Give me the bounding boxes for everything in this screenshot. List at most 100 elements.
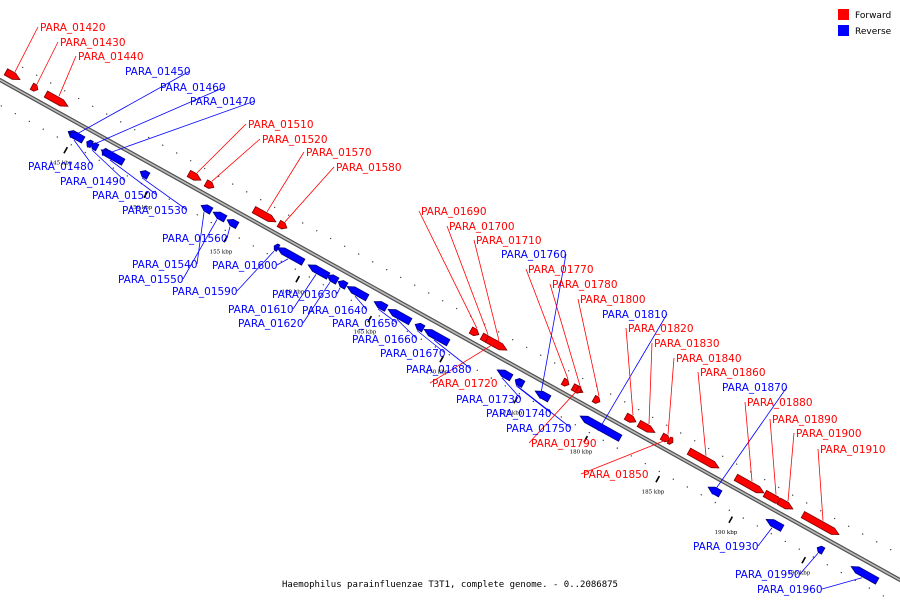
gene-para-01860[interactable] [686,447,720,469]
gene-label-para-01790[interactable]: PARA_01790 [531,438,597,450]
gene-para-01500[interactable] [100,149,126,166]
gene-label-para-01540[interactable]: PARA_01540 [132,259,198,271]
gene-label-para-01800[interactable]: PARA_01800 [580,294,646,306]
guide-dot [602,439,605,442]
gene-label-para-01840[interactable]: PARA_01840 [676,353,742,365]
gene-para-01650[interactable] [373,301,389,312]
gene-label-para-01690[interactable]: PARA_01690 [421,206,487,218]
gene-label-para-01680[interactable]: PARA_01680 [406,364,472,376]
gene-label-para-01730[interactable]: PARA_01730 [456,394,522,406]
gene-label-para-01770[interactable]: PARA_01770 [528,264,594,276]
gene-label-para-01900[interactable]: PARA_01900 [796,428,862,440]
gene-label-para-01640[interactable]: PARA_01640 [302,305,368,317]
gene-para-01770[interactable] [560,377,570,387]
gene-para-01440[interactable] [43,90,69,107]
gene-label-para-01830[interactable]: PARA_01830 [654,338,720,350]
gene-para-01530[interactable] [139,170,151,180]
guide-dot [252,245,255,247]
gene-label-para-01610[interactable]: PARA_01610 [228,304,294,316]
gene-para-01950[interactable] [816,545,826,555]
gene-para-01540[interactable] [200,204,214,215]
gene-para-01760[interactable] [534,390,552,403]
gene-label-para-01860[interactable]: PARA_01860 [700,367,766,379]
gene-label-para-01760[interactable]: PARA_01760 [501,249,567,261]
guide-dot [665,424,668,426]
gene-label-para-01750[interactable]: PARA_01750 [506,423,572,435]
gene-label-para-01950[interactable]: PARA_01950 [735,569,801,581]
gene-para-01670[interactable] [414,322,426,333]
gene-para-01630[interactable] [337,280,349,290]
gene-label-para-01460[interactable]: PARA_01460 [160,82,226,94]
leader-line [86,86,226,148]
gene-para-01640[interactable] [346,286,370,302]
gene-para-01830[interactable] [636,419,656,433]
gene-para-01720[interactable] [484,335,508,351]
gene-label-para-01520[interactable]: PARA_01520 [262,134,328,146]
gene-para-01550[interactable] [212,211,228,223]
gene-label-para-01480[interactable]: PARA_01480 [28,161,94,173]
gene-label-para-01450[interactable]: PARA_01450 [125,66,191,78]
leader-line [817,448,824,521]
gene-label-para-01710[interactable]: PARA_01710 [476,235,542,247]
gene-label-para-01820[interactable]: PARA_01820 [628,323,694,335]
gene-label-para-01850[interactable]: PARA_01850 [583,469,649,481]
gene-label-para-01740[interactable]: PARA_01740 [486,408,552,420]
gene-para-01910[interactable] [800,510,840,536]
gene-label-para-01470[interactable]: PARA_01470 [190,96,256,108]
gene-para-01900[interactable] [776,497,794,510]
gene-label-para-01440[interactable]: PARA_01440 [78,51,144,63]
gene-para-01620[interactable] [326,274,340,285]
gene-label-para-01430[interactable]: PARA_01430 [60,37,126,49]
gene-para-01610[interactable] [307,264,331,280]
gene-para-01430[interactable] [29,82,39,92]
gene-label-para-01560[interactable]: PARA_01560 [162,233,228,245]
leader-line [377,308,398,324]
gene-label-para-01880[interactable]: PARA_01880 [747,397,813,409]
gene-para-01870[interactable] [707,486,723,498]
gene-para-01680[interactable] [423,328,451,347]
gene-label-para-01500[interactable]: PARA_01500 [92,190,158,202]
gene-para-01690[interactable] [468,326,480,337]
gene-label-para-01930[interactable]: PARA_01930 [693,541,759,553]
gene-para-01520[interactable] [203,179,215,189]
gene-para-01600[interactable] [276,247,306,266]
gene-para-01880[interactable] [733,473,765,494]
gene-para-01810[interactable] [579,415,623,442]
gene-para-01750[interactable] [516,379,526,388]
gene-label-para-01660[interactable]: PARA_01660 [352,334,418,346]
gene-label-para-01670[interactable]: PARA_01670 [380,348,446,360]
gene-label-para-01580[interactable]: PARA_01580 [336,162,402,174]
gene-para-01480[interactable] [68,131,86,144]
gene-para-01460[interactable] [86,139,94,149]
gene-label-para-01960[interactable]: PARA_01960 [757,584,823,596]
gene-label-para-01630[interactable]: PARA_01630 [272,289,338,301]
gene-label-para-01570[interactable]: PARA_01570 [306,147,372,159]
gene-para-01960[interactable] [850,566,880,585]
gene-label-para-01720[interactable]: PARA_01720 [432,378,498,390]
gene-para-01660[interactable] [387,308,413,326]
gene-para-01820[interactable] [623,412,637,423]
gene-label-para-01650[interactable]: PARA_01650 [332,318,398,330]
gene-para-01800[interactable] [591,394,601,404]
gene-label-para-01590[interactable]: PARA_01590 [172,286,238,298]
gene-label-para-01550[interactable]: PARA_01550 [118,274,184,286]
gene-para-01560[interactable] [226,218,240,230]
gene-para-01570[interactable] [251,205,277,223]
gene-label-para-01600[interactable]: PARA_01600 [212,260,278,272]
gene-label-para-01530[interactable]: PARA_01530 [122,205,188,217]
gene-para-01420[interactable] [3,68,21,81]
gene-para-01510[interactable] [186,169,202,181]
gene-label-para-01490[interactable]: PARA_01490 [60,176,126,188]
gene-label-para-01510[interactable]: PARA_01510 [248,119,314,131]
gene-para-01930[interactable] [765,518,785,532]
gene-label-para-01420[interactable]: PARA_01420 [40,22,106,34]
gene-label-para-01870[interactable]: PARA_01870 [722,382,788,394]
gene-label-para-01810[interactable]: PARA_01810 [602,309,668,321]
gene-label-para-01780[interactable]: PARA_01780 [552,279,618,291]
gene-label-para-01700[interactable]: PARA_01700 [449,221,515,233]
gene-para-01580[interactable] [276,219,288,230]
gene-label-para-01890[interactable]: PARA_01890 [772,414,838,426]
gene-para-01730[interactable] [496,369,514,382]
gene-label-para-01620[interactable]: PARA_01620 [238,318,304,330]
gene-label-para-01910[interactable]: PARA_01910 [820,444,886,456]
